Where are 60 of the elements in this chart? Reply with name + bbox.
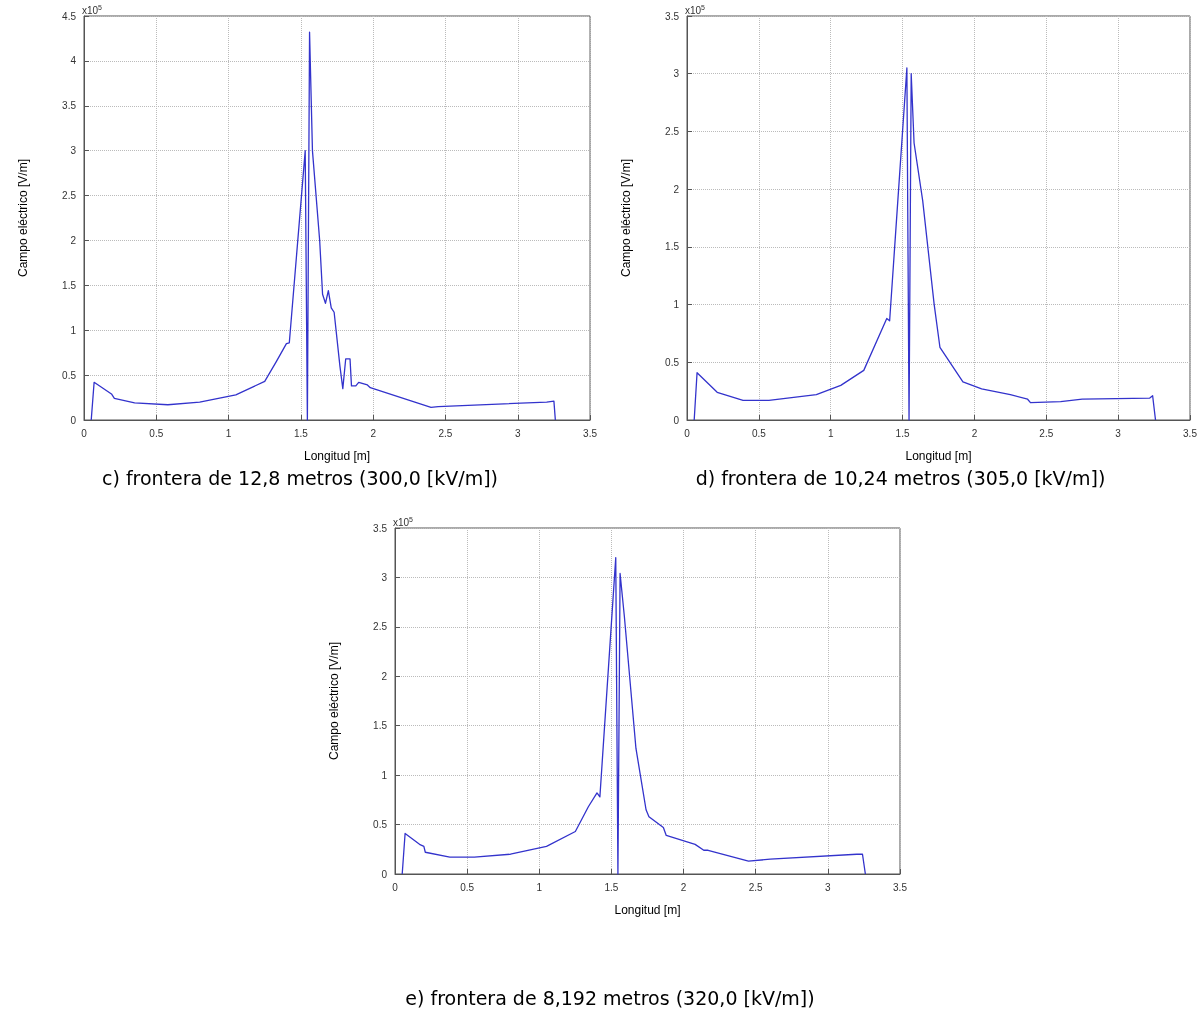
line-series (401, 557, 867, 875)
y-tick-label: 0.5 (373, 819, 388, 831)
x-tick-label: 0 (392, 881, 399, 893)
x-tick-label: 1.5 (604, 881, 619, 893)
x-tick-label: 0.5 (460, 881, 475, 893)
y-tick-label: 0.5 (62, 369, 77, 381)
x-tick-label: 2.5 (1039, 427, 1054, 439)
y-tick-label: 1 (381, 769, 388, 781)
y-tick-label: 2.5 (665, 125, 680, 137)
y-tick-label: 1.5 (665, 241, 680, 253)
line-series (90, 31, 556, 421)
y-tick-label: 0 (70, 414, 77, 426)
x-tick-label: 3 (1115, 427, 1122, 439)
x-tick-label: 0.5 (751, 427, 767, 439)
y-tick-label: 1.5 (62, 279, 77, 291)
x-tick-label: 3 (514, 427, 521, 439)
y-tick-label: 3.5 (373, 522, 388, 534)
line-series (693, 67, 1157, 421)
x-tick-label: 1 (536, 881, 543, 893)
x-tick-label: 1.5 (895, 427, 910, 439)
y-tick-label: 2 (381, 670, 388, 682)
y-tick-label: 3 (381, 571, 388, 583)
x-tick-label: 2.5 (748, 881, 764, 893)
y-tick-label: 0 (673, 414, 680, 426)
y-axis-title: Campo eléctrico [V/m] (327, 641, 341, 761)
x-tick-label: 1.5 (293, 427, 309, 439)
x-axis-title: Longitud [m] (905, 449, 972, 463)
x-tick-label: 0 (81, 427, 88, 439)
y-tick-label: 3.5 (665, 10, 680, 22)
text: c) frontera de 12,8 metros (300,0 [kV/m]) (101, 466, 499, 489)
y-axis-title: Campo eléctrico [V/m] (16, 158, 30, 278)
x-axis-title: Longitud [m] (304, 449, 371, 463)
x-tick-label: 1 (827, 427, 834, 439)
y-tick-label: 3 (70, 145, 77, 157)
x-tick-label: 1 (225, 427, 232, 439)
y-tick-label: 4.5 (62, 10, 77, 22)
y-tick-label: 2.5 (373, 621, 388, 633)
y-tick-label: 0.5 (665, 356, 680, 368)
y-tick-label: 1.5 (373, 720, 388, 732)
x-tick-label: 0 (684, 427, 691, 439)
y-tick-label: 3.5 (62, 100, 77, 112)
x-tick-label: 2 (971, 427, 978, 439)
x-tick-label: 3.5 (1183, 427, 1198, 439)
x-tick-label: 3.5 (583, 427, 598, 439)
y-tick-label: 2 (673, 183, 680, 195)
x-tick-label: 3 (825, 881, 832, 893)
y-tick-label: 0 (381, 868, 388, 880)
y-tick-label: 3 (673, 68, 680, 80)
text: d) frontera de 10,24 metros (305,0 [kV/m]) (695, 466, 1106, 489)
x-tick-label: 3.5 (893, 881, 908, 893)
y-axis-title: Campo eléctrico [V/m] (619, 158, 633, 278)
y-tick-label: 2.5 (62, 190, 77, 202)
x-axis-title: Longitud [m] (614, 903, 681, 917)
y-tick-label: 1 (70, 324, 77, 336)
text: e) frontera de 8,192 metros (320,0 [kV/m]) (405, 986, 815, 1009)
y-tick-label: 4 (70, 55, 77, 67)
x-tick-label: 0.5 (149, 427, 164, 439)
y-tick-label: 2 (70, 234, 77, 246)
x-tick-label: 2.5 (438, 427, 453, 439)
y-tick-label: 1 (673, 299, 680, 311)
